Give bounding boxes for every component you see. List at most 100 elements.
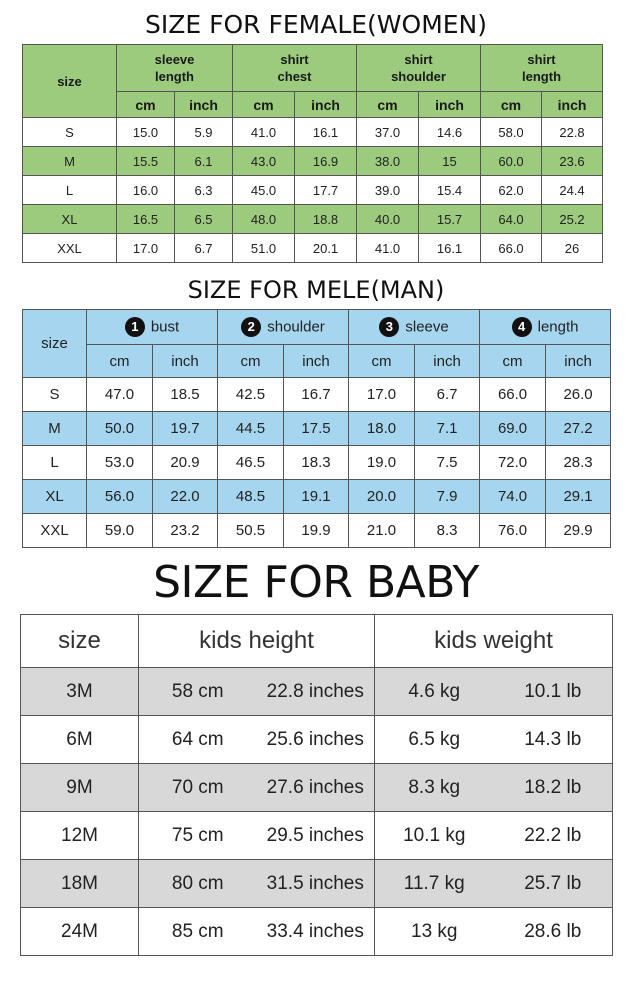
baby-size-title: SIZE FOR BABY <box>153 557 479 608</box>
male-size-table: size 1 bust 2 shoulder 3 sleeve 4 length cm … <box>22 309 612 548</box>
value-cell: 64.0 <box>480 204 543 234</box>
value-cell: 26 <box>541 233 604 263</box>
value-cell: 17.0 <box>116 233 175 263</box>
value-cell: 62.0 <box>480 175 543 205</box>
value-cell: 50.5 <box>217 513 285 548</box>
value-cell: 18.5 <box>151 377 219 412</box>
value-cell: 41.0 <box>356 233 420 263</box>
size-cell: XL <box>22 479 87 514</box>
value-cell: 17.5 <box>283 411 350 446</box>
length-header: 4 length <box>479 309 612 345</box>
value-cell: 16.1 <box>294 117 358 147</box>
table-row: XXL 17.0 6.7 51.0 20.1 41.0 16.1 66.0 26 <box>22 233 604 263</box>
size-cell: S <box>22 377 87 412</box>
size-column-header: size <box>22 44 117 118</box>
value-cell: 60.0 <box>480 146 543 176</box>
unit-header: inch <box>151 344 219 378</box>
size-cell: S <box>22 117 117 147</box>
unit-header: inch <box>283 344 350 378</box>
height-inch-cell: 22.8 inches <box>256 667 375 716</box>
height-cm-cell: 75 cm <box>138 811 257 860</box>
value-cell: 19.1 <box>283 479 350 514</box>
table-row: S 15.0 5.9 41.0 16.1 37.0 14.6 58.0 22.8 <box>22 117 604 147</box>
value-cell: 22.8 <box>541 117 604 147</box>
table-row: 6M 64 cm 25.6 inches 6.5 kg 14.3 lb <box>20 715 614 764</box>
shirt-shoulder-header: shirt shoulder <box>356 44 482 92</box>
value-cell: 8.3 <box>414 513 481 548</box>
table-row: L 16.0 6.3 45.0 17.7 39.0 15.4 62.0 24.4 <box>22 175 604 205</box>
value-cell: 76.0 <box>479 513 547 548</box>
value-cell: 56.0 <box>86 479 153 514</box>
table-row: 24M 85 cm 33.4 inches 13 kg 28.6 lb <box>20 907 614 956</box>
size-cell: XL <box>22 204 117 234</box>
height-inch-cell: 31.5 inches <box>256 859 375 908</box>
size-column-header: size <box>20 614 139 668</box>
value-cell: 22.0 <box>151 479 219 514</box>
unit-header: cm <box>356 91 420 118</box>
value-cell: 23.2 <box>151 513 219 548</box>
value-cell: 48.0 <box>232 204 296 234</box>
value-cell: 18.0 <box>348 411 416 446</box>
male-size-title: SIZE FOR MELE(MAN) <box>187 276 445 304</box>
height-cm-cell: 70 cm <box>138 763 257 812</box>
value-cell: 53.0 <box>86 445 153 480</box>
table-row: M 15.5 6.1 43.0 16.9 38.0 15 60.0 23.6 <box>22 146 604 176</box>
size-cell: L <box>22 175 117 205</box>
value-cell: 27.2 <box>545 411 612 446</box>
value-cell: 16.1 <box>418 233 482 263</box>
size-cell: L <box>22 445 87 480</box>
value-cell: 44.5 <box>217 411 285 446</box>
female-size-title: SIZE FOR FEMALE(WOMEN) <box>144 10 488 39</box>
value-cell: 41.0 <box>232 117 296 147</box>
value-cell: 19.0 <box>348 445 416 480</box>
size-cell: 18M <box>20 859 139 908</box>
unit-header: inch <box>173 91 234 118</box>
value-cell: 7.1 <box>414 411 481 446</box>
number-2-icon: 2 <box>241 317 262 337</box>
value-cell: 59.0 <box>86 513 153 548</box>
value-cell: 15 <box>418 146 482 176</box>
value-cell: 6.3 <box>173 175 234 205</box>
unit-header: cm <box>479 344 547 378</box>
value-cell: 15.4 <box>418 175 482 205</box>
value-cell: 39.0 <box>356 175 420 205</box>
value-cell: 45.0 <box>232 175 296 205</box>
number-3-icon: 3 <box>379 317 400 337</box>
number-4-icon: 4 <box>511 317 532 337</box>
shoulder-header: 2 shoulder <box>217 309 350 345</box>
value-cell: 47.0 <box>86 377 153 412</box>
size-cell: 24M <box>20 907 139 956</box>
shirt-length-header: shirt length <box>480 44 604 92</box>
table-row: 9M 70 cm 27.6 inches 8.3 kg 18.2 lb <box>20 763 614 812</box>
unit-header: inch <box>414 344 481 378</box>
value-cell: 17.7 <box>294 175 358 205</box>
weight-lb-cell: 18.2 lb <box>493 763 614 812</box>
kids-weight-header: kids weight <box>373 614 614 668</box>
sleeve-header: 3 sleeve <box>348 309 481 345</box>
value-cell: 16.5 <box>116 204 175 234</box>
table-row: XL 16.5 6.5 48.0 18.8 40.0 15.7 64.0 25.2 <box>22 204 604 234</box>
table-row: 18M 80 cm 31.5 inches 11.7 kg 25.7 lb <box>20 859 614 908</box>
weight-kg-cell: 11.7 kg <box>374 859 494 908</box>
value-cell: 18.8 <box>294 204 358 234</box>
weight-kg-cell: 10.1 kg <box>374 811 494 860</box>
size-cell: M <box>22 146 117 176</box>
size-cell: M <box>22 411 87 446</box>
weight-kg-cell: 6.5 kg <box>374 715 494 764</box>
value-cell: 6.7 <box>414 377 481 412</box>
value-cell: 7.9 <box>414 479 481 514</box>
value-cell: 16.9 <box>294 146 358 176</box>
height-inch-cell: 29.5 inches <box>256 811 375 860</box>
value-cell: 29.1 <box>545 479 612 514</box>
weight-lb-cell: 22.2 lb <box>493 811 614 860</box>
unit-header: cm <box>217 344 285 378</box>
size-column-header: size <box>22 309 87 378</box>
value-cell: 20.0 <box>348 479 416 514</box>
value-cell: 48.5 <box>217 479 285 514</box>
weight-kg-cell: 4.6 kg <box>374 667 494 716</box>
number-1-icon: 1 <box>124 317 145 337</box>
weight-lb-cell: 10.1 lb <box>493 667 614 716</box>
unit-header: inch <box>541 91 604 118</box>
size-cell: 3M <box>20 667 139 716</box>
height-inch-cell: 27.6 inches <box>256 763 375 812</box>
